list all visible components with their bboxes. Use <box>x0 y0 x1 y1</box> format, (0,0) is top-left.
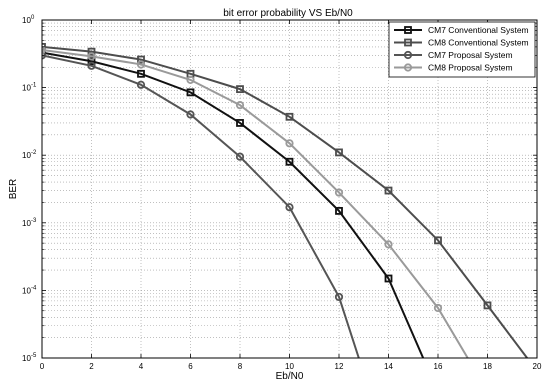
y-axis-label: BER <box>8 179 19 200</box>
x-tick-label: 8 <box>238 362 243 371</box>
x-tick-labels: 0 2 4 6 8 10 12 14 16 18 20 <box>40 362 542 371</box>
y-tick-label-exponent: -1 <box>31 83 37 89</box>
x-tick-label: 2 <box>89 362 94 371</box>
y-tick-label-base: 10 <box>22 151 31 160</box>
data-point-cm7-proposal-system <box>186 110 195 119</box>
legend-swatch-marker <box>403 63 413 72</box>
y-tick-label-base: 10 <box>22 354 31 363</box>
legend-label: CM7 Proposal System <box>428 50 513 60</box>
x-tick-label: 10 <box>285 362 294 371</box>
data-point-cm7-conventional-system <box>236 119 244 127</box>
y-tick-label-exponent: 0 <box>31 15 35 21</box>
data-point-cm8-conventional-system <box>137 55 145 64</box>
series-group <box>42 43 528 358</box>
data-point-cm8-conventional-system <box>285 112 294 121</box>
legend: CM7 Conventional System CM8 Conventional … <box>388 21 536 78</box>
series-line-cm8-proposal-system <box>42 48 469 358</box>
data-point-cm8-conventional-system <box>384 186 393 195</box>
series-line-cm7-proposal-system <box>42 54 360 358</box>
y-tick-label: 10 0 <box>22 15 35 25</box>
data-point-cm8-conventional-system <box>87 47 96 56</box>
series-line-cm8-conventional-system <box>42 45 528 358</box>
x-tick-label: 14 <box>384 362 393 371</box>
legend-item-cm7-proposal-system: CM7 Proposal System <box>394 50 513 60</box>
series-cm8-conventional-system <box>42 43 528 358</box>
x-tick-label: 12 <box>335 362 344 371</box>
data-point-cm7-conventional-system <box>335 206 343 215</box>
y-tick-label: 10 -5 <box>22 353 37 363</box>
chart-title: bit error probability VS Eb/N0 <box>223 8 353 19</box>
data-point-cm8-proposal-system <box>42 45 47 55</box>
data-point-cm7-proposal-system <box>235 152 245 161</box>
data-point-cm8-conventional-system <box>236 85 244 94</box>
data-point-cm8-conventional-system <box>335 148 343 157</box>
y-tick-label-exponent: -3 <box>31 218 37 224</box>
legend-label: CM8 Proposal System <box>428 63 513 73</box>
axis-ticks <box>41 19 538 359</box>
y-tick-label: 10 -3 <box>22 218 37 228</box>
data-point-cm8-conventional-system <box>42 43 46 51</box>
data-point-cm8-proposal-system <box>285 139 294 148</box>
data-point-cm7-proposal-system <box>285 203 294 212</box>
y-tick-label: 10 -4 <box>22 285 37 295</box>
legend-label: CM8 Conventional System <box>428 38 529 48</box>
data-point-cm8-conventional-system <box>434 236 442 245</box>
data-point-cm8-proposal-system <box>384 240 393 249</box>
legend-swatch-marker <box>403 50 413 60</box>
legend-label: CM7 Conventional System <box>428 25 529 35</box>
data-point-cm7-conventional-system <box>87 57 96 66</box>
x-tick-label: 6 <box>188 362 193 371</box>
data-point-cm7-conventional-system <box>384 274 393 283</box>
data-point-cm7-proposal-system <box>334 292 344 302</box>
legend-item-cm8-conventional-system: CM8 Conventional System <box>394 38 529 48</box>
legend-swatch-marker <box>404 38 412 47</box>
data-point-cm8-proposal-system <box>235 101 245 110</box>
legend-item-cm7-conventional-system: CM7 Conventional System <box>394 25 529 35</box>
data-point-cm8-proposal-system <box>136 60 146 69</box>
data-point-cm8-proposal-system <box>87 52 96 61</box>
y-tick-label-exponent: -5 <box>31 353 37 359</box>
y-tick-label-base: 10 <box>22 84 31 93</box>
y-tick-label-base: 10 <box>22 219 31 228</box>
data-point-cm8-proposal-system <box>186 75 195 84</box>
data-point-cm7-conventional-system <box>137 69 145 78</box>
legend-item-cm8-proposal-system: CM8 Proposal System <box>394 63 513 73</box>
x-tick-label: 4 <box>139 362 144 371</box>
legend-swatch-marker <box>404 26 412 34</box>
series-cm7-proposal-system <box>42 51 360 358</box>
x-axis-label: Eb/N0 <box>276 371 304 382</box>
y-tick-label-base: 10 <box>22 16 31 25</box>
series-cm8-proposal-system <box>42 45 469 358</box>
x-tick-label: 16 <box>434 362 443 371</box>
data-point-cm8-proposal-system <box>334 188 344 197</box>
data-point-cm7-proposal-system <box>136 80 146 89</box>
y-tick-label-base: 10 <box>22 286 31 295</box>
series-line-cm7-conventional-system <box>42 51 425 358</box>
data-point-cm8-proposal-system <box>433 303 443 313</box>
x-tick-label: 0 <box>40 362 45 371</box>
y-tick-label: 10 -2 <box>22 150 37 160</box>
x-tick-label: 20 <box>533 362 542 371</box>
data-point-cm7-conventional-system <box>285 157 294 166</box>
y-tick-label-exponent: -2 <box>31 150 37 156</box>
y-tick-label: 10 -1 <box>22 83 37 93</box>
data-point-cm8-conventional-system <box>483 301 492 310</box>
data-point-cm7-proposal-system <box>87 61 96 70</box>
x-tick-label: 18 <box>483 362 492 371</box>
data-point-cm7-conventional-system <box>186 88 195 97</box>
y-tick-label-exponent: -4 <box>31 285 37 291</box>
data-point-cm7-proposal-system <box>42 51 47 60</box>
